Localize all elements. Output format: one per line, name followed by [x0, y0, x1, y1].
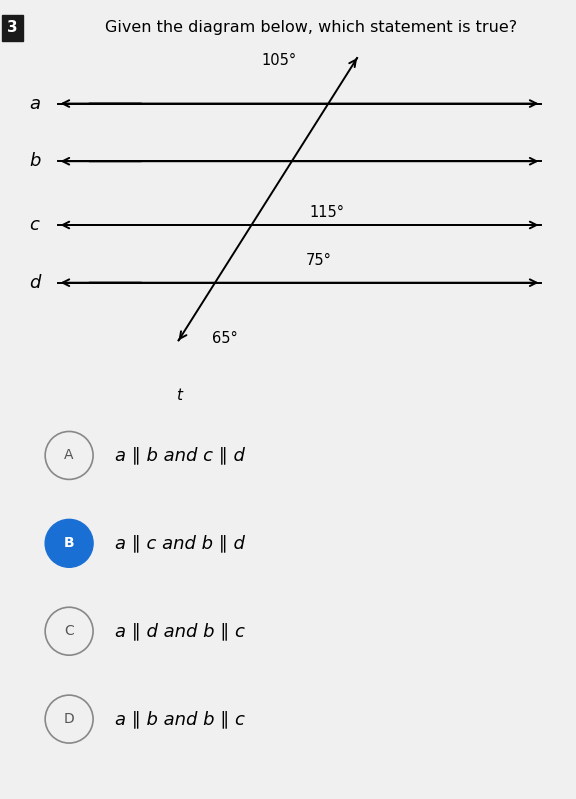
Text: a: a: [29, 94, 40, 113]
Text: c: c: [29, 216, 40, 234]
Text: 105°: 105°: [262, 53, 297, 68]
Text: Given the diagram below, which statement is true?: Given the diagram below, which statement…: [105, 21, 517, 35]
Text: 3: 3: [7, 21, 18, 35]
Text: a ∥ c and b ∥ d: a ∥ c and b ∥ d: [115, 535, 245, 552]
Text: a ∥ b and c ∥ d: a ∥ b and c ∥ d: [115, 447, 245, 464]
Ellipse shape: [45, 519, 93, 567]
Text: 75°: 75°: [306, 253, 332, 268]
Text: B: B: [64, 536, 74, 551]
Text: 115°: 115°: [309, 205, 344, 221]
Text: 65°: 65°: [212, 331, 238, 346]
Text: a ∥ d and b ∥ c: a ∥ d and b ∥ c: [115, 622, 245, 640]
Text: a ∥ b and b ∥ c: a ∥ b and b ∥ c: [115, 710, 245, 728]
Text: d: d: [29, 274, 40, 292]
Text: C: C: [65, 624, 74, 638]
Text: b: b: [29, 153, 40, 170]
Text: A: A: [65, 448, 74, 463]
Text: D: D: [64, 712, 74, 726]
Text: t: t: [176, 388, 181, 403]
